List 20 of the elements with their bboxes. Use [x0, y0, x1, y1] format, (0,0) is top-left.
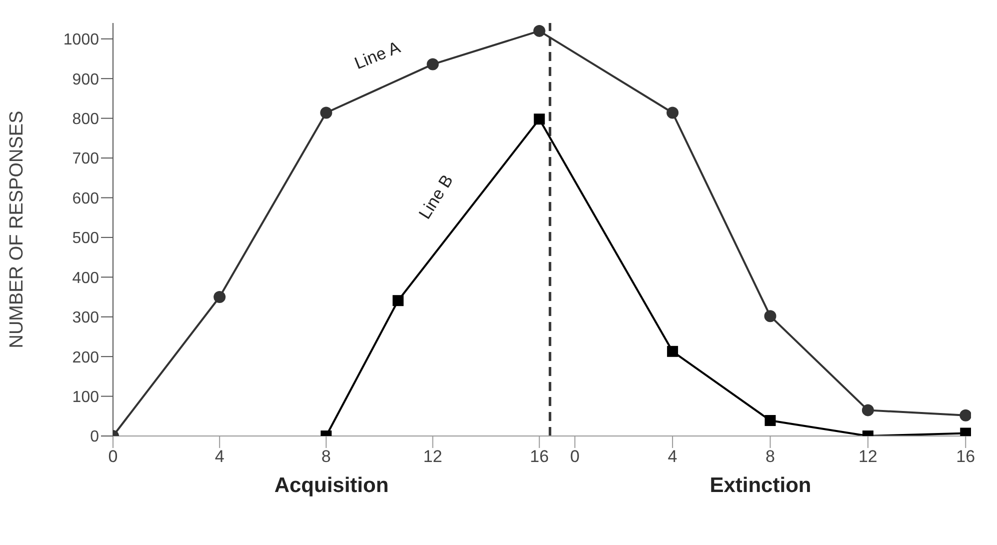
y-tick-label: 900: [72, 71, 100, 88]
x-tick-label: 8: [321, 447, 331, 466]
y-tick-label: 200: [72, 349, 100, 366]
text: Extinction: [708, 474, 812, 498]
y-tick-label: 300: [72, 310, 100, 327]
y-tick-label: 800: [72, 110, 100, 128]
y-tick-label: 400: [72, 270, 100, 287]
y-tick-label: 500: [72, 230, 100, 248]
y-tick-label: 1000: [63, 32, 100, 49]
y-axis-title: NUMBER OF RESPONSES: [6, 110, 28, 348]
x-tick-label: 4: [214, 447, 224, 466]
y-tick-label: 100: [72, 388, 100, 406]
y-tick-label: 0: [90, 428, 100, 446]
y-tick-label: 600: [72, 190, 100, 208]
y-tick-label: 700: [72, 150, 100, 168]
x-tick-label: 16: [530, 447, 549, 466]
text: Line A: [352, 38, 404, 74]
x-tick-label: 12: [423, 447, 442, 466]
text: Acquisition: [273, 474, 390, 498]
x-tick-label: 0: [108, 447, 118, 466]
